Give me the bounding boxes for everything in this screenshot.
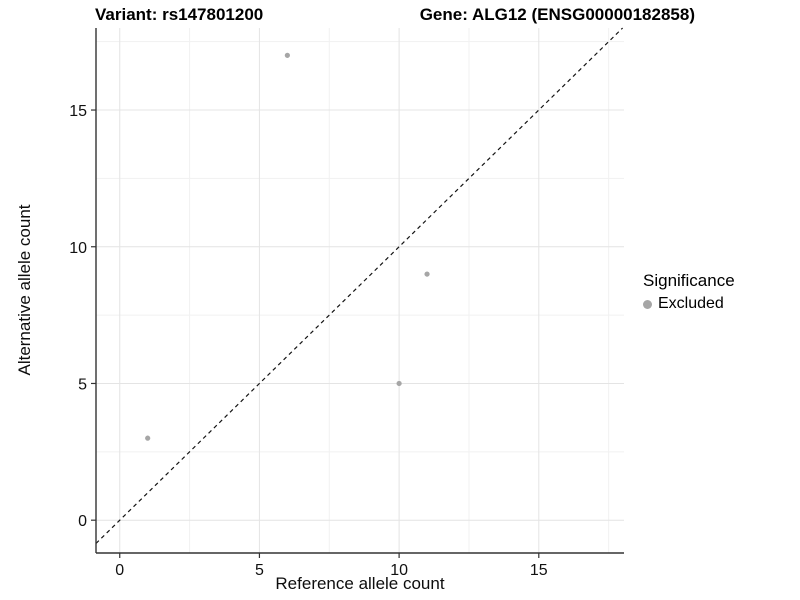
x-tick-label: 0 xyxy=(115,562,124,579)
y-tick-label: 5 xyxy=(78,376,87,393)
y-tick-label: 0 xyxy=(78,513,87,530)
identity-dashed-line xyxy=(95,27,624,544)
x-axis-title: Reference allele count xyxy=(275,574,445,593)
plot-title-variant: Variant: rs147801200 xyxy=(95,5,264,24)
legend-item-label: Excluded xyxy=(658,295,724,312)
data-point xyxy=(284,52,290,58)
y-axis-title: Alternative allele count xyxy=(15,204,34,376)
y-tick-label: 10 xyxy=(69,240,87,257)
x-tick-label: 10 xyxy=(390,562,408,579)
plot-title-gene: Gene: ALG12 (ENSG00000182858) xyxy=(419,5,695,24)
legend: Significance Excluded xyxy=(640,271,735,313)
x-tick-label: 15 xyxy=(530,562,548,579)
data-point xyxy=(145,435,151,441)
data-point xyxy=(396,380,402,387)
data-point xyxy=(424,271,430,277)
plot-title-row: Variant: rs147801200 Gene: ALG12 (ENSG00… xyxy=(95,5,695,25)
legend-point-icon xyxy=(643,299,652,309)
y-tick-label: 15 xyxy=(69,103,87,120)
x-tick-label: 5 xyxy=(255,562,264,579)
legend-title: Significance xyxy=(643,271,735,290)
legend-item-excluded: Excluded xyxy=(640,295,735,313)
